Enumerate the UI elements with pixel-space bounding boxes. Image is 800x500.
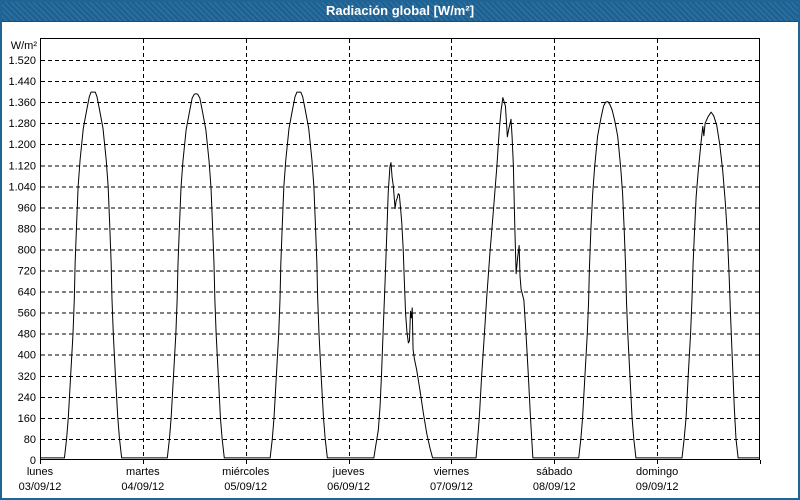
y-tick-label: 1.040 bbox=[8, 181, 36, 193]
y-tick-label: 0 bbox=[30, 455, 36, 467]
x-label-date: 04/09/12 bbox=[121, 481, 165, 493]
y-tick-label: 160 bbox=[18, 413, 36, 425]
x-label-date: 07/09/12 bbox=[430, 481, 473, 493]
y-tick-label: 80 bbox=[24, 434, 36, 446]
y-tick-label: 1.280 bbox=[8, 118, 36, 130]
y-tick-label: 720 bbox=[18, 266, 36, 278]
y-tick-label: 400 bbox=[18, 350, 36, 362]
x-label-day: lunes bbox=[26, 466, 54, 478]
plot-border bbox=[40, 38, 760, 460]
y-tick-label: 1.440 bbox=[8, 76, 36, 88]
y-tick-label: 800 bbox=[18, 244, 36, 256]
y-tick-label: 1.520 bbox=[8, 55, 36, 67]
radiation-curve bbox=[40, 91, 760, 459]
x-label-day: viernes bbox=[433, 466, 470, 478]
x-label-day: martes bbox=[126, 466, 160, 478]
x-label-day: jueves bbox=[332, 466, 365, 478]
y-tick-label: 240 bbox=[18, 392, 36, 404]
y-tick-label: 640 bbox=[18, 287, 36, 299]
x-label-date: 03/09/12 bbox=[18, 481, 62, 493]
y-tick-label: 960 bbox=[18, 202, 36, 214]
x-label-date: 09/09/12 bbox=[635, 481, 679, 493]
y-tick-label: 1.120 bbox=[8, 160, 36, 172]
y-tick-label: 1.200 bbox=[8, 139, 36, 151]
y-tick-label: 480 bbox=[18, 329, 36, 341]
y-tick-label: 1.360 bbox=[8, 97, 36, 109]
y-axis-unit-label: W/m² bbox=[10, 40, 37, 52]
y-tick-label: 320 bbox=[18, 371, 36, 383]
x-label-date: 05/09/12 bbox=[224, 481, 268, 493]
x-label-day: miércoles bbox=[222, 466, 270, 478]
x-label-day: sábado bbox=[536, 466, 573, 478]
x-label-day: domingo bbox=[636, 466, 679, 478]
x-label-date: 06/09/12 bbox=[327, 481, 370, 493]
x-label-date: 08/09/12 bbox=[532, 481, 576, 493]
chart-title-bar: Radiación global [W/m²] bbox=[0, 0, 800, 22]
y-tick-label: 880 bbox=[18, 223, 36, 235]
chart-title: Radiación global [W/m²] bbox=[325, 3, 475, 18]
y-tick-label: 560 bbox=[18, 308, 36, 320]
